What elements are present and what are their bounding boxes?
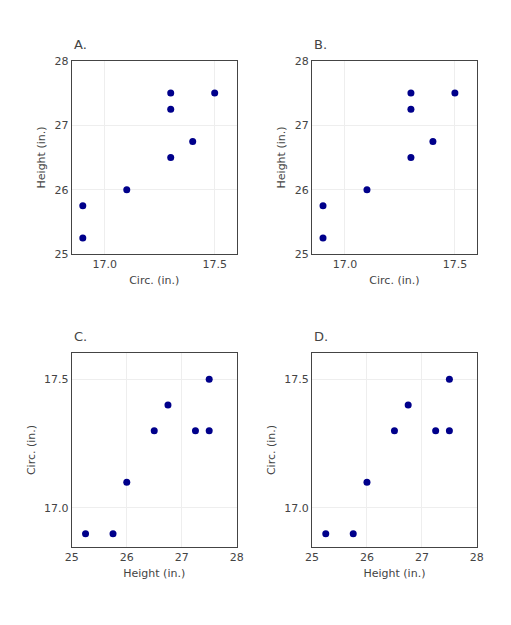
svg-text:C.: C. xyxy=(74,329,87,344)
svg-text:17.5: 17.5 xyxy=(443,258,468,271)
svg-text:25: 25 xyxy=(55,248,69,261)
svg-text:Circ. (in.): Circ. (in.) xyxy=(25,425,38,475)
svg-text:28: 28 xyxy=(470,551,484,564)
svg-text:Height (in.): Height (in.) xyxy=(275,126,288,188)
svg-text:25: 25 xyxy=(305,551,319,564)
svg-text:27: 27 xyxy=(415,551,429,564)
svg-text:A.: A. xyxy=(74,37,87,52)
svg-text:Circ. (in.): Circ. (in.) xyxy=(369,274,419,287)
svg-text:28: 28 xyxy=(295,55,309,68)
svg-text:Circ. (in.): Circ. (in.) xyxy=(265,425,278,475)
svg-text:25: 25 xyxy=(295,248,309,261)
svg-text:17.5: 17.5 xyxy=(44,373,69,386)
svg-text:26: 26 xyxy=(55,184,69,197)
svg-text:17.5: 17.5 xyxy=(202,258,227,271)
svg-text:Height (in.): Height (in.) xyxy=(35,126,48,188)
svg-text:26: 26 xyxy=(120,551,134,564)
svg-text:D.: D. xyxy=(314,329,328,344)
svg-text:26: 26 xyxy=(360,551,374,564)
svg-text:27: 27 xyxy=(295,119,309,132)
svg-text:28: 28 xyxy=(230,551,244,564)
svg-text:17.0: 17.0 xyxy=(284,502,309,515)
svg-text:B.: B. xyxy=(314,37,327,52)
svg-text:28: 28 xyxy=(55,55,69,68)
svg-text:17.0: 17.0 xyxy=(333,258,358,271)
svg-text:27: 27 xyxy=(175,551,189,564)
svg-text:25: 25 xyxy=(65,551,79,564)
svg-text:Height (in.): Height (in.) xyxy=(123,567,185,580)
svg-text:17.0: 17.0 xyxy=(93,258,118,271)
svg-text:26: 26 xyxy=(295,184,309,197)
svg-text:27: 27 xyxy=(55,119,69,132)
svg-text:Height (in.): Height (in.) xyxy=(363,567,425,580)
svg-text:17.5: 17.5 xyxy=(284,373,309,386)
svg-text:17.0: 17.0 xyxy=(44,502,69,515)
svg-text:Circ. (in.): Circ. (in.) xyxy=(129,274,179,287)
